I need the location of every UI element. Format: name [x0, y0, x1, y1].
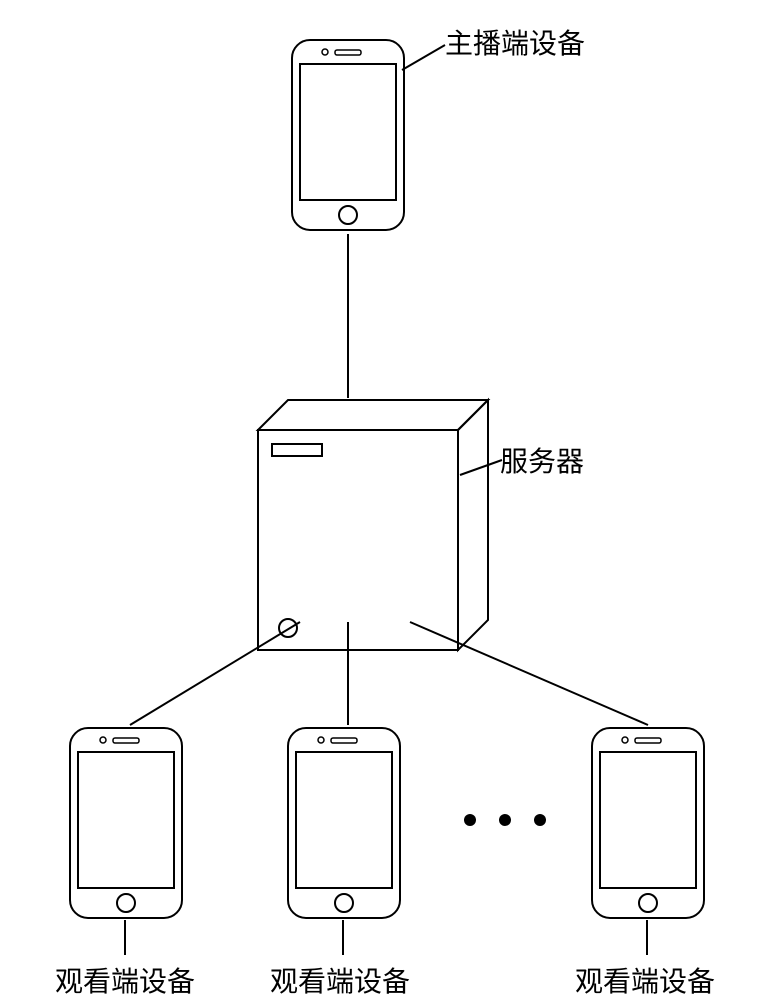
server-label: 服务器 — [500, 440, 584, 480]
viewer1-label: 观看端设备 — [55, 960, 195, 1000]
viewer2-label: 观看端设备 — [270, 960, 410, 1000]
viewer3-label: 观看端设备 — [575, 960, 715, 1000]
diagram-canvas — [0, 0, 772, 1000]
broadcaster-label: 主播端设备 — [445, 22, 585, 62]
